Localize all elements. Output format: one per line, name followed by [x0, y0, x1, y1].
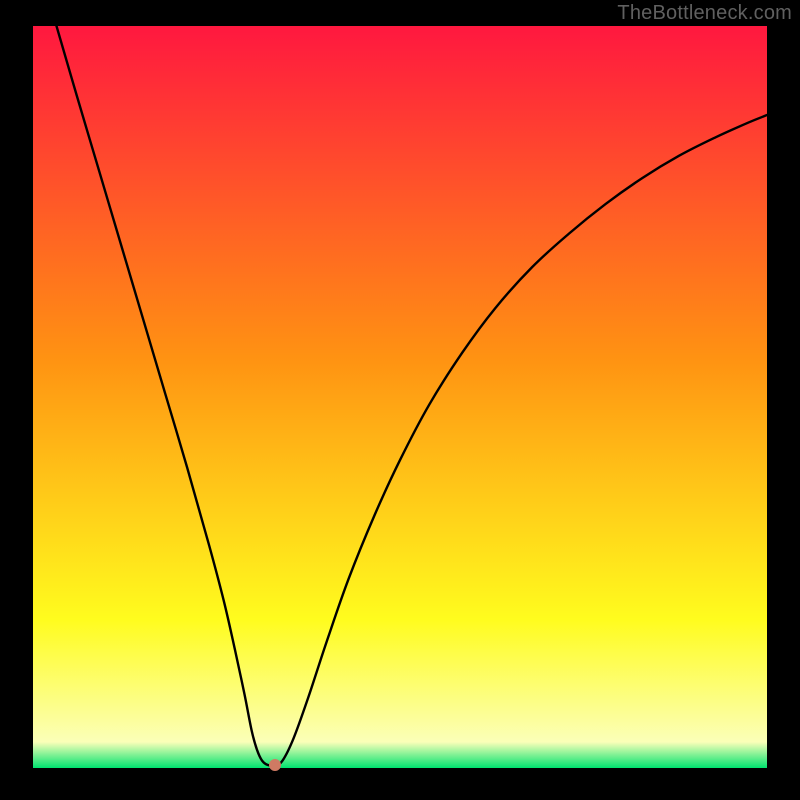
optimal-point-marker	[269, 759, 281, 771]
watermark-text: TheBottleneck.com	[617, 2, 792, 25]
chart-plot-area	[33, 26, 767, 768]
bottleneck-curve	[33, 26, 767, 768]
